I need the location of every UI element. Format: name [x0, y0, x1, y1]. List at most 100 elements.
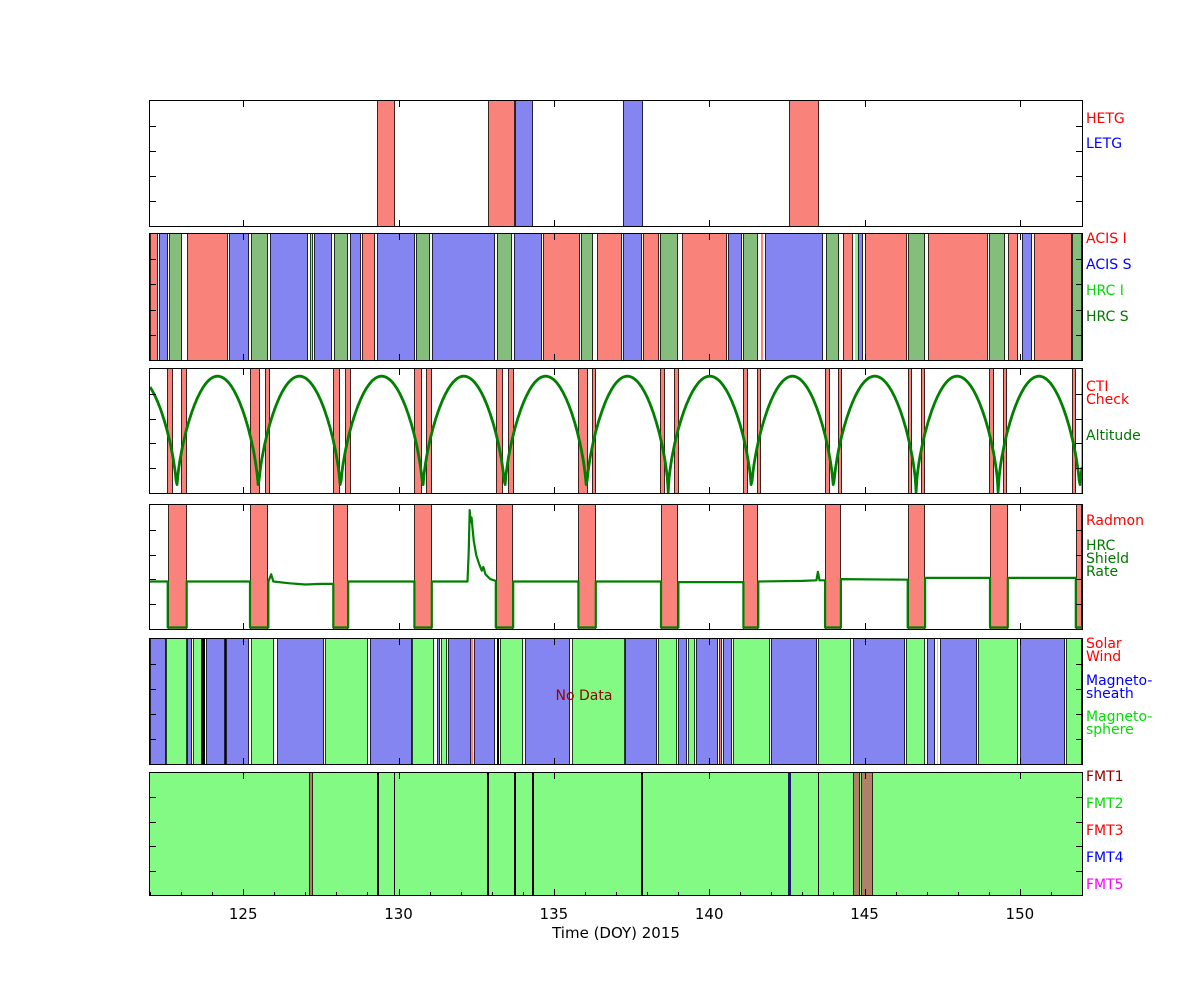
solar-wind-segment-bright	[658, 639, 677, 764]
legend-fmt2: FMT2	[1086, 796, 1124, 812]
cti-altitude-segment-red	[414, 369, 422, 493]
solar-wind-segment-blue	[276, 639, 325, 764]
cti-altitude-segment-red	[495, 369, 504, 493]
legend-letg: LETG	[1086, 136, 1123, 152]
solar-wind-segment-blue	[696, 639, 718, 764]
x-axis-title: Time (DOY) 2015	[552, 924, 680, 942]
solar-wind-segment-bright	[906, 639, 926, 764]
cti-altitude-segment-red	[837, 369, 843, 493]
instruments-segment-blue	[514, 234, 542, 360]
solar-wind-segment-blue	[150, 639, 166, 764]
legend-hrc-s: HRC S	[1086, 309, 1129, 325]
instruments-segment-blue	[765, 234, 824, 360]
instruments-segment-red	[543, 234, 580, 360]
legend-sphere: sphere	[1086, 722, 1134, 738]
solar-wind-segment-bright	[978, 639, 1019, 764]
legend-hrc: HRC	[1086, 538, 1116, 554]
radmon-segment-red	[250, 505, 269, 629]
legend-altitude: Altitude	[1086, 428, 1141, 444]
instruments-segment-red	[1034, 234, 1072, 360]
instruments-segment-sage	[743, 234, 759, 360]
cti-altitude-segment-red	[578, 369, 589, 493]
x-tick-label-125: 125	[228, 905, 258, 923]
cti-altitude-segment-red	[426, 369, 432, 493]
instruments-segment-red	[186, 234, 228, 360]
instruments-segment-red	[843, 234, 854, 360]
instruments-segment-sage	[580, 234, 594, 360]
solar-wind-segment-blue	[448, 639, 471, 764]
instruments-segment-blue	[314, 234, 332, 360]
solar-wind-segment-blue	[771, 639, 817, 764]
solar-wind-segment-blue	[625, 639, 657, 764]
legend-fmt4: FMT4	[1086, 850, 1124, 866]
radmon-segment-red	[661, 505, 679, 629]
instruments-segment-red	[927, 234, 989, 360]
solar-wind-segment-bright	[818, 639, 852, 764]
cti-altitude-segment-red	[921, 369, 926, 493]
instruments-segment-red	[761, 234, 764, 360]
legend-fmt3: FMT3	[1086, 823, 1124, 839]
panel-radmon	[149, 504, 1083, 630]
radmon-segment-red	[990, 505, 1008, 629]
cti-altitude-segment-red	[1002, 369, 1008, 493]
legend-magneto-: Magneto-	[1086, 673, 1153, 689]
legend-magneto-: Magneto-	[1086, 709, 1153, 725]
cti-altitude-segment-red	[508, 369, 515, 493]
solar-wind-segment-blue	[369, 639, 412, 764]
cti-altitude-segment-red	[264, 369, 270, 493]
cti-altitude-segment-red	[345, 369, 351, 493]
radmon-segment-red	[578, 505, 596, 629]
radmon-segment-red	[414, 505, 432, 629]
solar-wind-segment-bright	[165, 639, 187, 764]
cti-altitude-segment-red	[166, 369, 174, 493]
solar-wind-segment-blue	[186, 639, 193, 764]
radmon-segment-red	[333, 505, 349, 629]
radmon-segment-red	[907, 505, 926, 629]
cti-altitude-segment-red	[907, 369, 912, 493]
instruments-segment-red	[643, 234, 659, 360]
instruments-segment-red	[150, 234, 159, 360]
fmt-segment-black	[376, 773, 379, 895]
instruments-segment-red	[681, 234, 727, 360]
solar-wind-segment-blue	[436, 639, 440, 764]
legend-hrc-i: HRC I	[1086, 283, 1124, 299]
cti-altitude-segment-red	[743, 369, 749, 493]
fmt-segment-black	[817, 773, 820, 895]
instruments-segment-blue	[623, 234, 642, 360]
solar-wind-segment-blue	[723, 639, 732, 764]
instruments-segment-sage	[907, 234, 926, 360]
fmt-segment-brown	[861, 773, 874, 895]
radmon-segment-red	[167, 505, 187, 629]
legend-wind: Wind	[1086, 649, 1122, 665]
instruments-segment-blue	[431, 234, 495, 360]
cti-altitude-segment-red	[1081, 369, 1082, 493]
solar-wind-segment-blue	[678, 639, 687, 764]
fmt-segment-navy	[787, 773, 792, 895]
fmt-segment-black	[514, 773, 516, 895]
cti-altitude-segment-red	[333, 369, 340, 493]
x-tick-label-150: 150	[1005, 905, 1035, 923]
solar-wind-segment-red	[718, 639, 723, 764]
legend-check: Check	[1086, 392, 1130, 408]
solar-wind-segment-black	[202, 639, 205, 764]
gratings-segment-red	[789, 101, 819, 226]
no-data-label: No Data	[555, 687, 613, 704]
legend-sheath: sheath	[1086, 686, 1134, 702]
cti-altitude-segment-red	[756, 369, 761, 493]
solar-wind-segment-red	[470, 639, 474, 764]
instruments-segment-blue	[228, 234, 250, 360]
instruments-segment-blue	[349, 234, 361, 360]
fmt-segment-black	[393, 773, 396, 895]
instruments-segment-sage	[168, 234, 182, 360]
cti-altitude-segment-red	[181, 369, 187, 493]
instruments-segment-blue	[858, 234, 863, 360]
instruments-segment-blue	[1021, 234, 1032, 360]
legend-hetg: HETG	[1086, 111, 1125, 127]
solar-wind-segment-bright	[1066, 639, 1082, 764]
instruments-segment-blue	[269, 234, 309, 360]
instruments-segment-red	[596, 234, 622, 360]
instruments-segment-sage	[415, 234, 430, 360]
instruments-segment-blue	[376, 234, 415, 360]
legend-radmon: Radmon	[1086, 513, 1144, 529]
